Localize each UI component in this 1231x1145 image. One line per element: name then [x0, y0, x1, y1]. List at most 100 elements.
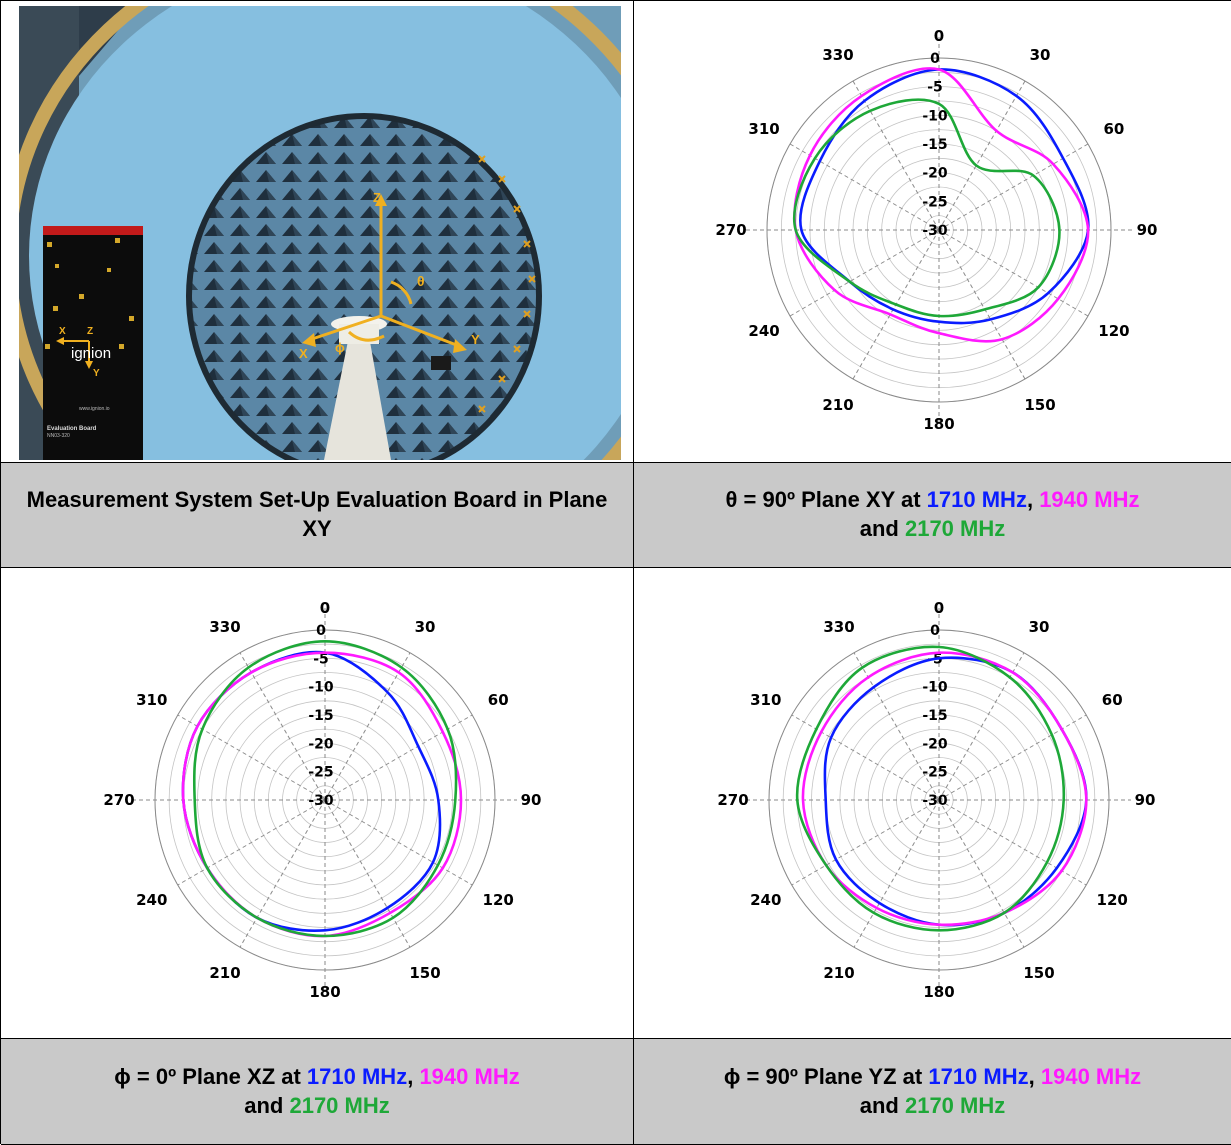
- spoke-line: [939, 800, 1086, 885]
- angle-label: 330: [822, 46, 853, 64]
- angle-label: 270: [717, 791, 748, 809]
- caption-xz-sep: ,: [407, 1064, 419, 1089]
- spoke-line: [790, 144, 939, 230]
- spoke-line: [792, 715, 939, 800]
- spoke-line: [240, 800, 325, 947]
- radial-label: -30: [922, 793, 948, 809]
- angle-label: 90: [521, 791, 542, 809]
- radial-labels: 0-5-10-15-20-25-30: [922, 623, 948, 809]
- caption-yz-f1: 1710 MHz: [928, 1064, 1028, 1089]
- caption-setup: Measurement System Set-Up Evaluation Boa…: [1, 463, 634, 568]
- caption-yz-f3: 2170 MHz: [905, 1093, 1005, 1118]
- caption-yz: ϕ = 90º Plane YZ at 1710 MHz, 1940 MHz a…: [634, 1039, 1231, 1145]
- radial-label: -25: [922, 194, 947, 210]
- angle-label: 210: [209, 964, 240, 982]
- angle-label: 30: [415, 618, 436, 636]
- board-title: Evaluation Board: [47, 426, 97, 432]
- axis-z-label: Z: [373, 190, 381, 205]
- angle-label: 310: [748, 120, 779, 138]
- radial-label: -10: [308, 680, 334, 696]
- spoke-line: [178, 715, 325, 800]
- spoke-line: [325, 715, 472, 800]
- caption-yz-text: ϕ = 90º Plane YZ at 1710 MHz, 1940 MHz a…: [724, 1063, 1141, 1120]
- spoke-line: [939, 230, 1025, 379]
- caption-xz-prefix: ϕ = 0º Plane XZ at: [114, 1064, 307, 1089]
- angle-label: 90: [1137, 221, 1158, 239]
- radial-label: 0: [930, 51, 940, 67]
- angle-label: 0: [934, 599, 944, 617]
- board-y-label: Y: [93, 368, 100, 379]
- angle-label: 210: [823, 964, 854, 982]
- angle-label: 30: [1030, 46, 1051, 64]
- caption-xz-f1: 1710 MHz: [307, 1064, 407, 1089]
- radial-label: -25: [922, 765, 947, 781]
- angle-label: 240: [136, 891, 167, 909]
- radial-label: -25: [308, 765, 333, 781]
- angle-label: 60: [488, 691, 509, 709]
- angle-label: 60: [1103, 120, 1124, 138]
- spoke-line: [939, 81, 1025, 230]
- radial-label: -20: [308, 736, 334, 752]
- board-url: www.ignion.io: [79, 406, 110, 412]
- angle-label: 240: [750, 891, 781, 909]
- radial-label: -10: [922, 680, 948, 696]
- caption-xz-text: ϕ = 0º Plane XZ at 1710 MHz, 1940 MHz an…: [114, 1063, 519, 1120]
- radial-label: -30: [922, 223, 948, 239]
- evaluation-board-inset: X Z Y ignion www.ignion.io Evaluation Bo…: [43, 226, 143, 460]
- photo-cell: Z Y X θ ϕ: [1, 1, 634, 463]
- caption-yz-f2: 1940 MHz: [1041, 1064, 1141, 1089]
- board-x-label: X: [59, 326, 66, 337]
- angle-label: 180: [923, 415, 954, 433]
- caption-xy-f3: 2170 MHz: [905, 516, 1005, 541]
- caption-xz-f3: 2170 MHz: [289, 1093, 389, 1118]
- chamber-photo: Z Y X θ ϕ: [19, 6, 621, 460]
- angle-label: 310: [750, 691, 781, 709]
- radial-label: -10: [922, 108, 948, 124]
- radial-label: -30: [308, 793, 334, 809]
- caption-xz: ϕ = 0º Plane XZ at 1710 MHz, 1940 MHz an…: [1, 1039, 634, 1145]
- angle-label: 60: [1102, 691, 1123, 709]
- spoke-line: [790, 230, 939, 316]
- caption-xy-prefix: θ = 90º Plane XY at: [726, 487, 927, 512]
- axis-x-label: X: [299, 346, 308, 361]
- angle-label: 310: [136, 691, 167, 709]
- theta-label: θ: [417, 273, 425, 289]
- spoke-line: [854, 800, 939, 947]
- caption-yz-prefix: ϕ = 90º Plane YZ at: [724, 1064, 929, 1089]
- angle-label: 270: [103, 791, 134, 809]
- angle-label: 0: [934, 27, 944, 45]
- angle-label: 330: [209, 618, 240, 636]
- angle-label: 120: [1097, 891, 1128, 909]
- radial-label: 0: [930, 623, 940, 639]
- caption-xz-f2: 1940 MHz: [419, 1064, 519, 1089]
- radial-labels: 0 -5 -10 -15 -20 -25 -30: [922, 51, 948, 239]
- angle-label: 0: [320, 599, 330, 617]
- angle-label: 30: [1029, 618, 1050, 636]
- radial-label: -15: [922, 137, 947, 153]
- angle-label: 150: [1024, 396, 1055, 414]
- radial-label: 0: [316, 623, 326, 639]
- caption-xy-and: and: [860, 516, 905, 541]
- angle-label: 240: [748, 322, 779, 340]
- caption-xy: θ = 90º Plane XY at 1710 MHz, 1940 MHz a…: [634, 463, 1231, 568]
- angle-label: 330: [823, 618, 854, 636]
- radial-label: -5: [927, 80, 943, 96]
- spoke-line: [939, 144, 1088, 230]
- phi-label: ϕ: [335, 340, 345, 355]
- caption-yz-and: and: [860, 1093, 905, 1118]
- radial-label: -20: [922, 736, 948, 752]
- axis-y-label: Y: [471, 332, 480, 347]
- angle-label: 180: [923, 983, 954, 1001]
- spoke-line: [939, 653, 1024, 800]
- caption-setup-text: Measurement System Set-Up Evaluation Boa…: [17, 486, 617, 543]
- board-z-label: Z: [87, 326, 93, 337]
- caption-yz-sep: ,: [1029, 1064, 1041, 1089]
- caption-xy-f1: 1710 MHz: [927, 487, 1027, 512]
- radial-label: -20: [922, 166, 948, 182]
